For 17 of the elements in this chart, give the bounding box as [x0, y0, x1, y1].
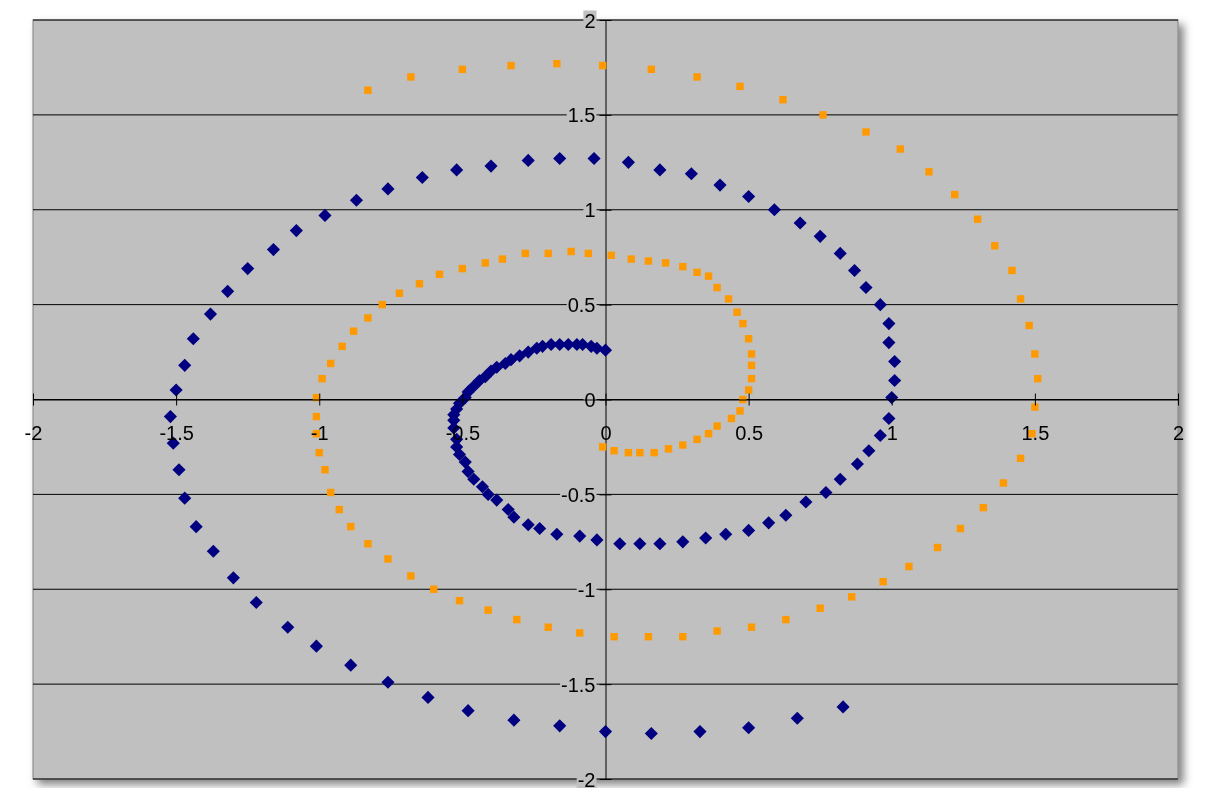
x-tick-label: 0.5 — [735, 421, 764, 444]
x-tick-label: -2 — [24, 421, 43, 444]
y-tick-label: 1 — [584, 199, 596, 222]
x-tick-label: -1 — [310, 421, 329, 444]
x-tick-label: 2 — [1172, 421, 1185, 444]
y-tick-label: 0.5 — [567, 294, 596, 317]
y-tick-label: -1 — [577, 578, 596, 601]
y-tick-label: 2 — [584, 9, 596, 32]
y-tick-label: -0.5 — [561, 483, 596, 506]
x-tick-label: 1 — [886, 421, 898, 444]
y-tick-label: -2 — [577, 768, 596, 788]
y-tick-label: 0 — [584, 389, 596, 411]
x-tick-label: 1.5 — [1021, 421, 1050, 444]
y-tick-label: 1.5 — [567, 104, 596, 127]
x-tick-label: -1.5 — [159, 421, 194, 444]
y-tick-label: -1.5 — [561, 673, 596, 696]
x-tick-label: 0 — [600, 421, 612, 444]
